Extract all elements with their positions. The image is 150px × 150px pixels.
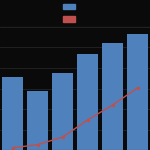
Bar (127, 34, 148, 150)
Bar (2, 77, 23, 150)
Bar (27, 91, 48, 150)
Bar (102, 43, 123, 150)
FancyBboxPatch shape (63, 16, 75, 22)
Bar (77, 54, 98, 150)
FancyBboxPatch shape (63, 3, 75, 9)
Bar (52, 73, 73, 150)
